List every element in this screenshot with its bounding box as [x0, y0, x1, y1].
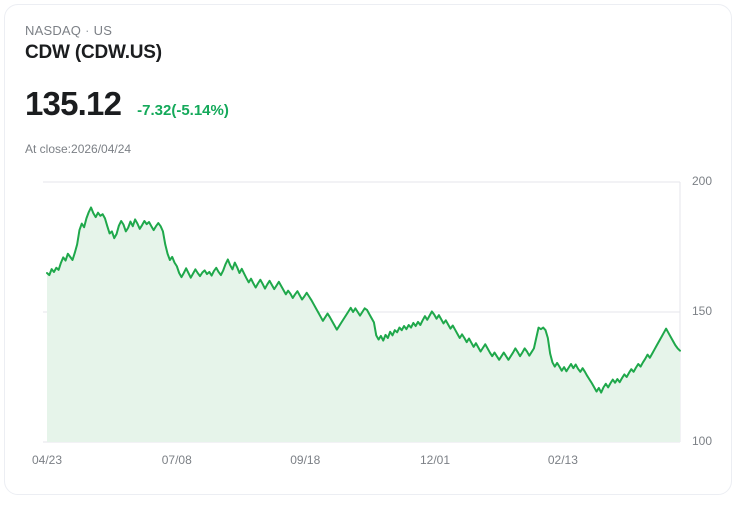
exchange-separator: ·: [85, 23, 90, 38]
price-chart[interactable]: 100 150 200 04/23 07/08 09/18 12/01 02/13: [5, 165, 732, 485]
x-axis-label: 07/08: [162, 453, 192, 467]
y-axis-label: 150: [692, 304, 712, 318]
stock-quote-card: NASDAQ · US CDW (CDW.US) 135.12 -7.32(-5.1…: [4, 4, 732, 495]
x-axis-label: 09/18: [290, 453, 320, 467]
x-axis-label: 02/13: [548, 453, 578, 467]
price-change: -7.32(-5.14%): [137, 102, 229, 119]
x-axis-label: 12/01: [420, 453, 450, 467]
exchange-name: NASDAQ: [25, 23, 82, 38]
y-axis-label: 100: [692, 434, 712, 448]
exchange-region: US: [93, 23, 113, 38]
current-price: 135.12: [25, 85, 122, 122]
y-axis-label: 200: [692, 174, 712, 188]
x-axis-label: 04/23: [32, 453, 62, 467]
quote-header: NASDAQ · US CDW (CDW.US): [25, 23, 525, 65]
page-title: CDW (CDW.US): [25, 42, 162, 63]
price-row: 135.12 -7.32(-5.14%): [25, 85, 229, 123]
price-line: [46, 206, 681, 394]
at-close-timestamp: At close:2026/04/24: [25, 142, 132, 156]
price-area-fill: [47, 207, 680, 442]
price-chart-svg[interactable]: 100 150 200 04/23 07/08 09/18 12/01 02/13: [5, 165, 732, 485]
exchange-line: NASDAQ · US: [25, 23, 525, 39]
